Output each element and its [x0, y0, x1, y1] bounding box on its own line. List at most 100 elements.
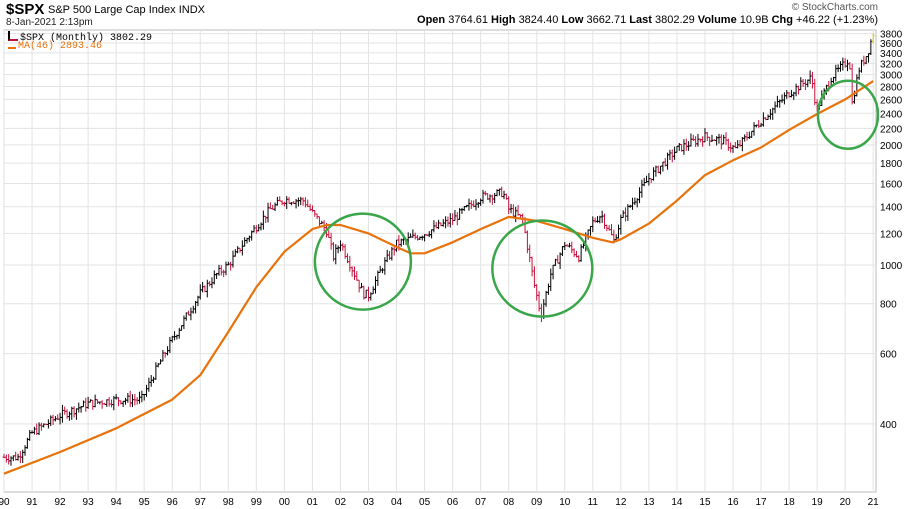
price-bar [236, 246, 240, 254]
price-bar [63, 406, 67, 415]
price-bar [173, 331, 177, 341]
price-bar [261, 210, 265, 230]
price-bar [719, 134, 723, 150]
price-bar [675, 145, 679, 153]
price-bar [673, 146, 677, 160]
price-bar [638, 187, 642, 204]
price-bar [72, 406, 76, 418]
x-tick-label: 02 [335, 497, 347, 508]
price-bar [453, 210, 457, 221]
volume-label: Volume [697, 14, 737, 26]
price-bar [58, 412, 62, 425]
price-bar [729, 142, 733, 153]
price-bar [455, 212, 459, 226]
x-tick-label: 08 [503, 497, 515, 508]
price-bar [189, 307, 193, 321]
price-bar [303, 197, 307, 208]
price-bar [586, 229, 590, 240]
price-bar [490, 194, 494, 205]
y-tick-label: 2200 [880, 124, 903, 135]
watermark: © StockCharts.com [791, 2, 878, 13]
y-tick-label: 2600 [880, 95, 903, 106]
price-bar [602, 213, 606, 229]
open-value: 3764.61 [448, 14, 488, 26]
price-bar [570, 241, 574, 254]
price-bar [640, 179, 644, 198]
highlight-circle [491, 219, 594, 318]
price-bar [474, 199, 478, 211]
low-label: Low [561, 14, 584, 26]
price-bar [60, 404, 64, 423]
price-bar [154, 362, 158, 380]
price-bar [750, 130, 754, 139]
price-bar [577, 255, 581, 263]
price-bar [371, 286, 375, 295]
price-bar [857, 67, 861, 80]
price-bar [352, 266, 356, 281]
price-bar [740, 137, 744, 152]
price-bar [862, 55, 866, 66]
price-bar [444, 216, 448, 229]
price-bar [140, 390, 144, 403]
x-tick-label: 16 [727, 497, 739, 508]
price-bar [437, 219, 441, 230]
price-bar [633, 197, 637, 206]
price-bar [126, 392, 130, 403]
price-bar [420, 235, 424, 241]
price-bar [116, 397, 120, 407]
price-bar [355, 271, 359, 281]
price-bar [427, 231, 431, 238]
price-bar [212, 270, 216, 285]
price-bar [560, 246, 564, 257]
price-bar [367, 286, 371, 302]
price-bar [259, 222, 263, 231]
price-bar [558, 252, 562, 269]
x-tick-label: 93 [83, 497, 95, 508]
chg-label: Chg [771, 14, 793, 26]
price-bar [621, 210, 625, 219]
y-tick-label: 3600 [880, 39, 903, 50]
price-bar [546, 283, 550, 295]
price-bar [327, 230, 331, 239]
price-bar [121, 400, 125, 407]
price-bar [268, 202, 272, 210]
price-bar [299, 196, 303, 206]
chart-datetime: 8-Jan-2021 2:13pm [6, 17, 93, 28]
price-bar [624, 207, 628, 222]
price-bar [785, 90, 789, 99]
description-text: S&P 500 Large Cap Index [48, 4, 176, 16]
price-bar [233, 249, 237, 257]
highlight-circle [816, 79, 880, 150]
x-tick-label: 01 [307, 497, 319, 508]
price-bar [331, 242, 335, 262]
x-tick-label: 98 [223, 497, 235, 508]
price-bar [317, 216, 321, 227]
price-bar [782, 92, 786, 105]
price-bar [313, 209, 317, 217]
price-bar [81, 400, 85, 408]
price-bar [378, 265, 382, 273]
x-tick-label: 06 [447, 497, 459, 508]
y-tick-label: 1800 [880, 159, 903, 170]
legend-price: $SPX (Monthly) 3802.29 [8, 31, 152, 44]
low-value: 3662.71 [586, 14, 627, 26]
volume-value: 10.9B [739, 14, 769, 26]
price-bar [385, 249, 389, 263]
price-bar [838, 61, 842, 72]
price-bar [142, 393, 146, 401]
legend-price-text: $SPX (Monthly) 3802.29 [20, 33, 153, 44]
price-bar [93, 394, 97, 408]
open-label: Open [417, 14, 446, 26]
symbol-description: S&P 500 Large Cap Index INDX [48, 4, 205, 16]
price-bar [149, 374, 153, 387]
y-tick-label: 3800 [880, 30, 903, 41]
x-tick-label: 21 [868, 497, 880, 508]
price-bar [222, 269, 226, 278]
price-bar [528, 244, 532, 263]
legend-ma-text: MA(46) 2893.46 [18, 41, 103, 52]
price-bar [21, 449, 25, 463]
y-tick-label: 2800 [880, 83, 903, 94]
price-bar [219, 265, 223, 276]
x-tick-label: 92 [55, 497, 67, 508]
